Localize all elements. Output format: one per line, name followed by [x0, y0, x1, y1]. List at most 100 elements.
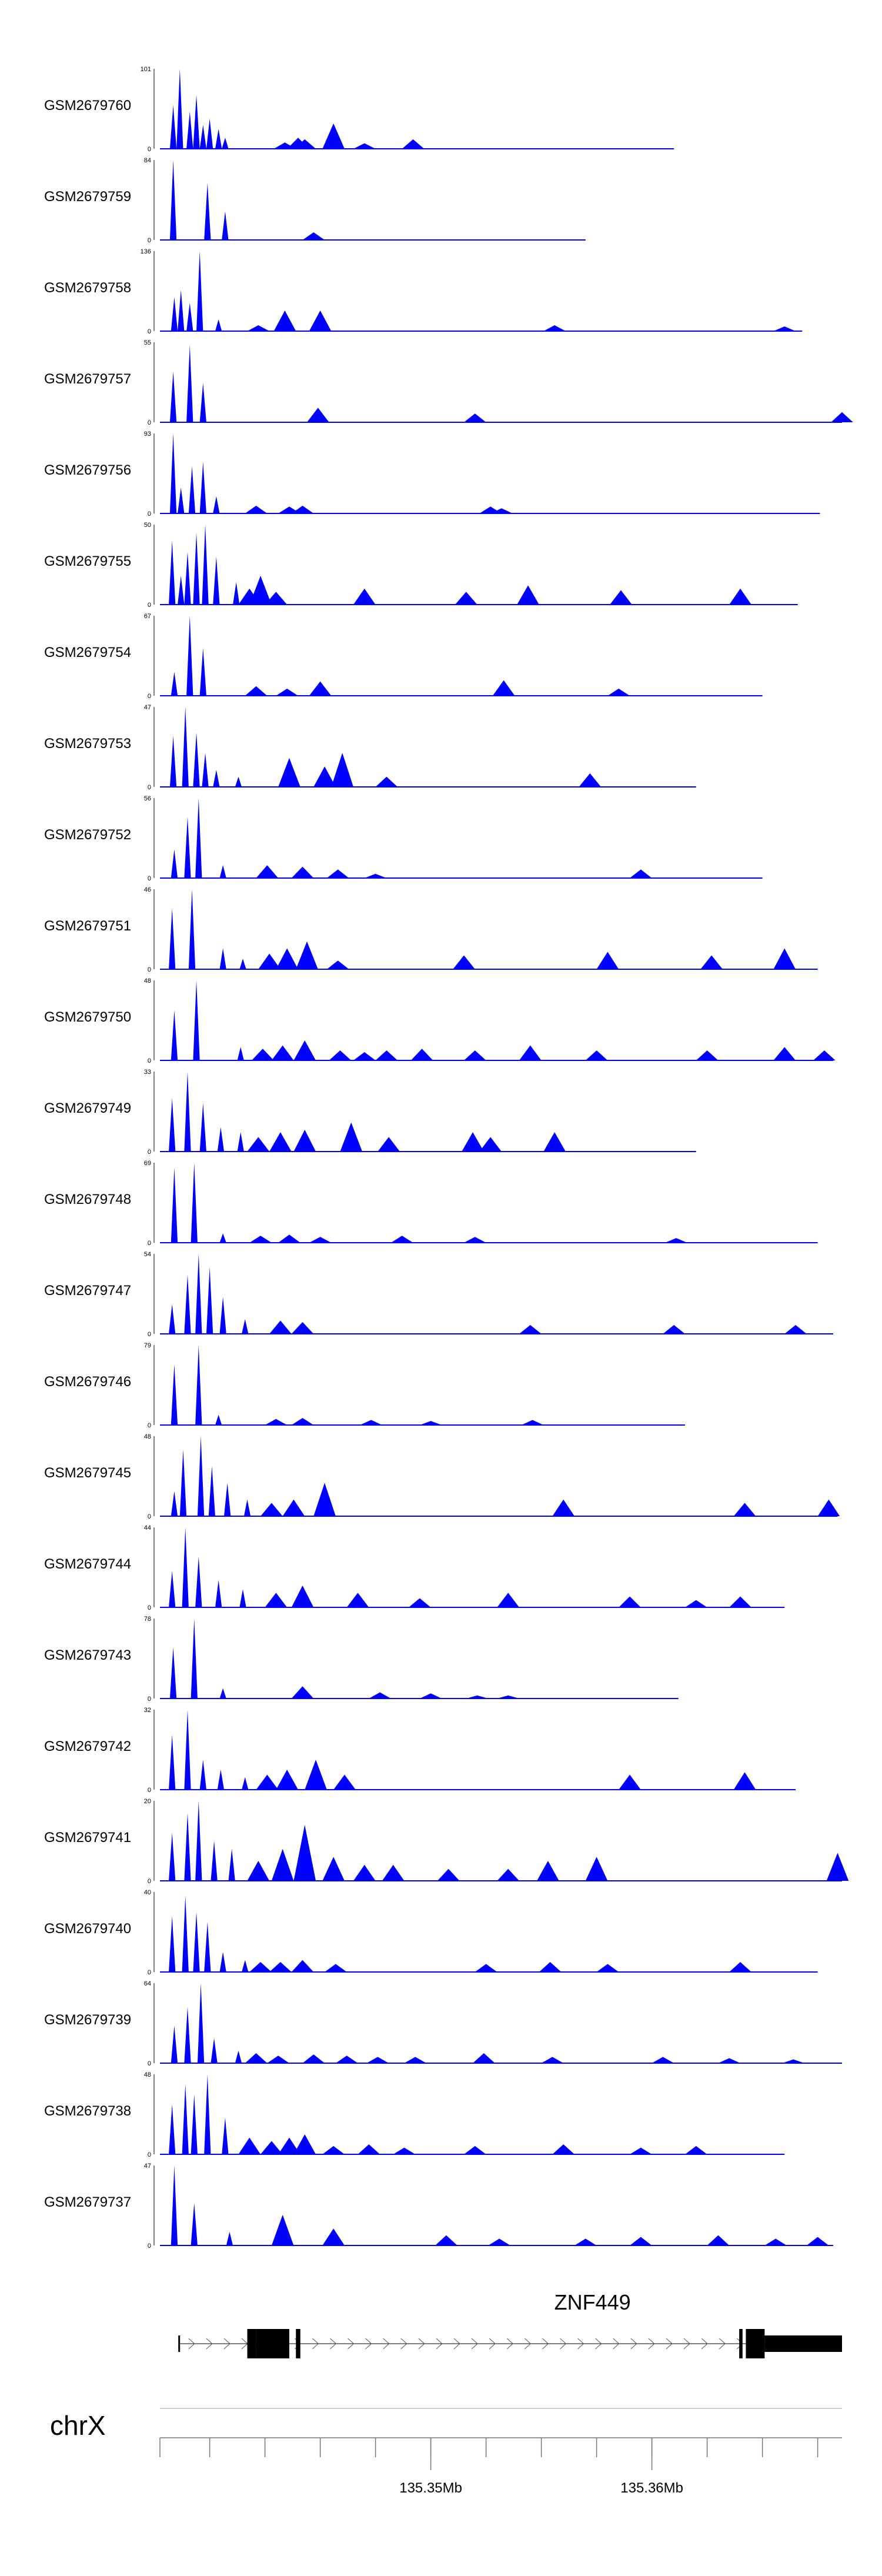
- coverage-area: [160, 1163, 818, 1243]
- track-ymin-label: 0: [148, 237, 151, 244]
- strand-arrow: [383, 2338, 390, 2350]
- gene-name-label: ZNF449: [554, 2290, 631, 2314]
- track-label: GSM2679737: [44, 2194, 131, 2210]
- strand-arrow: [542, 2338, 549, 2350]
- track-ymin-label: 0: [148, 784, 151, 791]
- track-ymax-label: 56: [144, 795, 151, 802]
- track-ymax-label: 48: [144, 1433, 151, 1440]
- track-label: GSM2679757: [44, 371, 131, 387]
- track-ymax-label: 101: [141, 66, 151, 73]
- coverage-area: [160, 980, 836, 1060]
- track-ymax-label: 48: [144, 2071, 151, 2078]
- track-ymin-label: 0: [148, 1787, 151, 1794]
- track-ymin-label: 0: [148, 1696, 151, 1703]
- track-ymax-label: 67: [144, 613, 151, 620]
- exon: [746, 2329, 765, 2358]
- track-ymax-label: 47: [144, 704, 151, 711]
- strand-arrow: [400, 2338, 407, 2350]
- strand-arrow: [595, 2338, 602, 2350]
- track-ymax-label: 40: [144, 1889, 151, 1896]
- coverage-area: [160, 889, 818, 969]
- strand-arrow: [312, 2338, 319, 2350]
- track-label: GSM2679756: [44, 462, 131, 478]
- track-label: GSM2679754: [44, 645, 131, 660]
- coverage-area: [160, 616, 763, 696]
- track-ymax-label: 78: [144, 1616, 151, 1623]
- track-ymin-label: 0: [148, 693, 151, 700]
- coverage-area: [160, 433, 820, 513]
- track-label: GSM2679739: [44, 2012, 131, 2028]
- track-label: GSM2679746: [44, 1374, 131, 1390]
- coverage-area: [160, 1345, 686, 1425]
- strand-arrow: [630, 2338, 637, 2350]
- strand-arrow: [365, 2338, 372, 2350]
- track-GSM2679742: GSM2679742 32 0: [44, 1707, 796, 1794]
- coverage-area: [160, 1896, 818, 1972]
- chromosome-label: chrX: [50, 2410, 106, 2441]
- coverage-tracks: GSM2679760 101 0 GSM2679759 84 0 GSM2679758 136…: [44, 66, 853, 2250]
- track-label: GSM2679748: [44, 1192, 131, 1207]
- track-ymax-label: 93: [144, 431, 151, 438]
- track-ymin-label: 0: [148, 602, 151, 609]
- track-ymax-label: 48: [144, 977, 151, 985]
- track-ymax-label: 64: [144, 1980, 151, 1987]
- axis-tick-label: 135.35Mb: [399, 2480, 462, 2496]
- exon: [256, 2329, 289, 2358]
- axis-tick-label: 135.36Mb: [620, 2480, 683, 2496]
- track-ymin-label: 0: [148, 2243, 151, 2250]
- track-ymax-label: 79: [144, 1342, 151, 1349]
- track-ymin-label: 0: [148, 146, 151, 153]
- track-ymax-label: 54: [144, 1251, 151, 1258]
- track-ymin-label: 0: [148, 1057, 151, 1065]
- track-label: GSM2679758: [44, 280, 131, 296]
- strand-arrow: [524, 2338, 532, 2350]
- track-ymin-label: 0: [148, 966, 151, 973]
- track-GSM2679751: GSM2679751 46 0: [44, 886, 818, 973]
- coverage-area: [160, 1801, 849, 1881]
- track-label: GSM2679741: [44, 1830, 131, 1846]
- strand-arrow: [719, 2338, 726, 2350]
- track-GSM2679750: GSM2679750 48 0: [44, 977, 836, 1065]
- strand-arrow: [701, 2338, 708, 2350]
- track-ymax-label: 33: [144, 1069, 151, 1076]
- track-ymin-label: 0: [148, 510, 151, 518]
- track-GSM2679753: GSM2679753 47 0: [44, 704, 696, 791]
- coverage-area: [160, 2165, 833, 2245]
- strand-arrow: [577, 2338, 584, 2350]
- track-GSM2679749: GSM2679749 33 0: [44, 1069, 696, 1156]
- track-GSM2679755: GSM2679755 50 0: [44, 522, 798, 609]
- coverage-area: [160, 1436, 840, 1516]
- track-label: GSM2679752: [44, 827, 131, 843]
- strand-arrow: [736, 2338, 744, 2350]
- exon: [739, 2329, 743, 2358]
- track-ymin-label: 0: [148, 875, 151, 882]
- track-GSM2679759: GSM2679759 84 0: [44, 157, 586, 244]
- track-label: GSM2679749: [44, 1100, 131, 1116]
- coverage-area: [160, 1527, 785, 1607]
- track-label: GSM2679743: [44, 1647, 131, 1663]
- strand-arrow: [436, 2338, 443, 2350]
- coverage-area: [160, 798, 763, 878]
- track-ymax-label: 47: [144, 2163, 151, 2170]
- exon: [296, 2329, 300, 2358]
- strand-arrow: [223, 2338, 230, 2350]
- strand-arrow: [489, 2338, 496, 2350]
- track-ymax-label: 50: [144, 522, 151, 529]
- genome-axis: chrX 135.35Mb 135.36Mb: [50, 2408, 842, 2496]
- track-ymin-label: 0: [148, 1422, 151, 1429]
- coverage-area: [160, 69, 674, 149]
- coverage-area: [160, 1983, 842, 2063]
- track-label: GSM2679751: [44, 918, 131, 934]
- track-ymax-label: 20: [144, 1798, 151, 1805]
- track-GSM2679746: GSM2679746 79 0: [44, 1342, 686, 1429]
- exon: [247, 2329, 256, 2358]
- track-GSM2679739: GSM2679739 64 0: [44, 1980, 842, 2067]
- strand-arrow: [683, 2338, 690, 2350]
- track-ymin-label: 0: [148, 2151, 151, 2158]
- strand-arrow: [453, 2338, 460, 2350]
- track-label: GSM2679745: [44, 1465, 131, 1481]
- track-ymax-label: 55: [144, 339, 151, 346]
- track-GSM2679757: GSM2679757 55 0: [44, 339, 853, 426]
- track-GSM2679747: GSM2679747 54 0: [44, 1251, 833, 1338]
- track-ymax-label: 32: [144, 1707, 151, 1714]
